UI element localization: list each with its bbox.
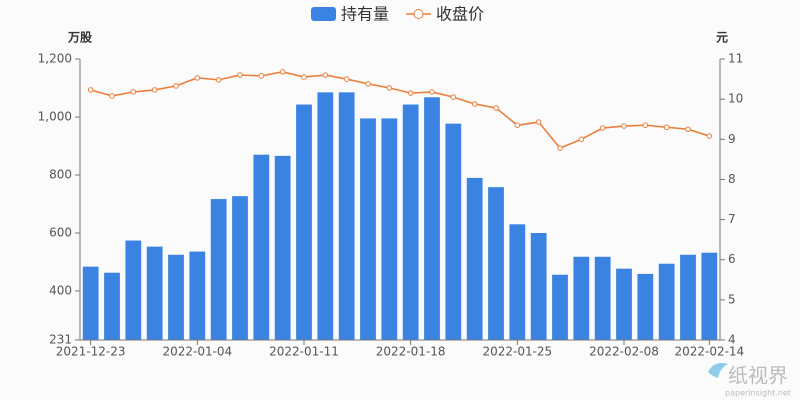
line-point <box>493 105 499 111</box>
y2-tick-label: 7 <box>728 212 736 226</box>
x-tick-label: 2021-12-23 <box>56 345 126 359</box>
bar <box>445 123 462 341</box>
line-point <box>343 76 350 82</box>
line-point <box>535 119 542 125</box>
legend-label: 持有量 <box>341 5 389 24</box>
bar <box>210 199 227 340</box>
watermark-url: paperinsight.net <box>725 389 791 398</box>
line-point <box>578 136 585 143</box>
line-point <box>215 77 222 83</box>
x-tick-label: 2022-02-08 <box>589 345 659 359</box>
bar <box>82 266 99 340</box>
bar <box>125 240 142 340</box>
y2-tick-label: 4 <box>728 333 736 347</box>
bar <box>104 272 120 340</box>
line-point <box>386 85 393 91</box>
bar <box>509 224 526 340</box>
line-point <box>130 89 137 95</box>
y-tick-label: 400 <box>49 283 72 297</box>
y2-tick-label: 5 <box>728 292 736 306</box>
x-tick-label: 2022-01-04 <box>162 345 232 359</box>
y2-axis-label: 元 <box>716 31 728 45</box>
line-point <box>173 83 179 89</box>
line-point <box>642 122 649 129</box>
bar <box>168 254 184 340</box>
legend-item: 收盘价 <box>406 5 484 24</box>
bar <box>488 187 504 340</box>
x-tick-label: 2022-01-18 <box>376 345 446 359</box>
line-point <box>109 93 115 99</box>
x-tick-label: 2022-01-25 <box>482 345 552 359</box>
bar <box>573 256 590 340</box>
bar <box>360 118 376 341</box>
line-point <box>599 125 606 131</box>
bar <box>594 256 611 340</box>
x-tick-label: 2022-02-14 <box>674 345 744 359</box>
line-point <box>258 73 265 79</box>
line-point <box>237 72 243 78</box>
bar <box>317 92 334 340</box>
bar <box>296 104 312 340</box>
bar <box>701 252 718 340</box>
line-point <box>301 74 307 80</box>
bar <box>232 196 248 340</box>
legend-label: 收盘价 <box>436 5 484 24</box>
y-tick-label: 1,200 <box>38 52 72 66</box>
bar <box>274 155 291 340</box>
watermark-logo <box>708 363 728 378</box>
line-point <box>151 87 158 93</box>
legend-swatch <box>413 9 424 19</box>
line-point <box>706 133 713 139</box>
line <box>90 71 710 150</box>
y2-tick-label: 9 <box>728 132 736 146</box>
x-tick-label: 2022-01-11 <box>269 345 339 359</box>
bar <box>552 274 568 340</box>
y2-tick-label: 10 <box>728 92 743 106</box>
bar <box>680 254 696 340</box>
bar <box>466 177 483 340</box>
legend-item: 持有量 <box>311 5 389 24</box>
y-tick-label: 231 <box>49 333 72 347</box>
line-point <box>514 122 521 129</box>
bar <box>189 251 206 340</box>
bar <box>381 118 398 341</box>
line-point <box>279 69 286 75</box>
legend-swatch <box>311 7 336 21</box>
line-point <box>407 90 414 96</box>
bar <box>146 246 163 340</box>
bar <box>530 232 547 340</box>
y2-tick-label: 8 <box>728 172 736 186</box>
line-point <box>87 87 94 93</box>
y-axis-label: 万股 <box>67 30 93 45</box>
line-point <box>429 89 435 95</box>
y-tick-label: 800 <box>49 167 72 181</box>
line-point <box>194 75 201 81</box>
bar <box>253 154 270 340</box>
bar <box>338 92 355 340</box>
y-tick-label: 600 <box>49 225 72 239</box>
line-point <box>557 145 563 151</box>
bar <box>402 104 419 340</box>
watermark: 纸视界 paperinsight.net <box>708 363 791 398</box>
bar <box>616 268 632 340</box>
line-point <box>663 124 670 131</box>
y2-tick-label: 6 <box>728 252 736 266</box>
watermark-title: 纸视界 <box>728 364 788 388</box>
line-point <box>471 101 478 107</box>
line-point <box>450 94 457 100</box>
line-point <box>322 72 329 78</box>
line-point <box>685 126 691 133</box>
bar <box>658 263 675 340</box>
y-tick-label: 1,000 <box>38 109 72 123</box>
y2-tick-label: 11 <box>728 52 743 66</box>
bar <box>637 273 654 340</box>
bar <box>424 97 440 340</box>
line-point <box>365 81 371 87</box>
line-point <box>621 123 627 129</box>
